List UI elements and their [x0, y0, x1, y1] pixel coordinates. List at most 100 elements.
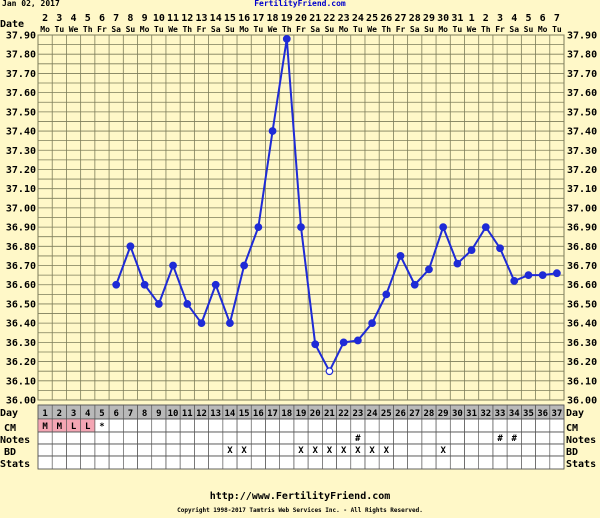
- y-tick-label: 37.60: [6, 88, 36, 99]
- notes-cell-text: #: [512, 434, 518, 444]
- weekday-tick-label: Th: [182, 25, 192, 34]
- day-cell-text: 31: [466, 409, 477, 419]
- weekday-tick-label: Su: [126, 25, 136, 34]
- day-cell-text: 37: [551, 409, 562, 419]
- y-tick-label: 37.70: [6, 69, 36, 80]
- weekday-tick-label: Fr: [396, 25, 406, 34]
- day-cell-text: 2: [57, 409, 62, 419]
- y-tick-label: 37.50: [6, 107, 36, 118]
- temperature-point: [524, 271, 533, 280]
- temperature-point: [297, 223, 305, 232]
- day-cell-text: 13: [210, 409, 221, 419]
- y-tick-label-right: 37.60: [567, 88, 597, 99]
- cm-row-label-right: CM: [566, 423, 578, 434]
- y-tick-label: 36.90: [6, 223, 36, 234]
- y-tick-label-right: 37.10: [567, 184, 597, 195]
- y-tick-label: 37.00: [6, 203, 36, 214]
- temperature-point: [254, 223, 263, 232]
- weekday-tick-label: Th: [282, 25, 292, 34]
- notes-cell-text: #: [355, 434, 361, 444]
- day-cell-text: 19: [296, 409, 307, 419]
- weekday-tick-label: Sa: [211, 25, 221, 34]
- day-cell-text: 5: [99, 409, 104, 419]
- cm-row-background: [37, 418, 565, 433]
- y-tick-label-right: 36.70: [567, 261, 597, 272]
- weekday-tick-label: Su: [524, 25, 534, 34]
- site-title: FertilityFriend.com: [254, 0, 346, 8]
- day-cell-text: 4: [85, 409, 91, 419]
- date-tick-label: 17: [252, 13, 264, 24]
- y-axis-left: 37.90 37.80 37.70 37.60 37.50 37.40 37.30 37.20…: [6, 31, 36, 407]
- temperature-series: [112, 34, 561, 376]
- stats-cell: [549, 455, 565, 470]
- weekday-tick-label: Mo: [40, 25, 50, 34]
- date-tick-label: 23: [338, 13, 350, 24]
- date-tick-label: 24: [352, 13, 364, 24]
- day-cell-text: 16: [253, 409, 264, 419]
- day-cell-text: 32: [480, 409, 491, 419]
- date-tick-label: 2: [483, 13, 489, 24]
- day-cell-text: 36: [537, 409, 548, 419]
- day-cell-text: 20: [310, 409, 321, 419]
- y-tick-label: 36.10: [6, 376, 36, 387]
- date-tick-label: 6: [99, 13, 105, 24]
- date-tick-label: 2: [42, 13, 48, 24]
- weekday-tick-label: Tu: [453, 25, 463, 34]
- bd-cell-text: X: [440, 446, 446, 456]
- date-tick-label: 28: [409, 13, 421, 24]
- temperature-line: [115, 38, 558, 374]
- date-tick-label: 26: [380, 13, 392, 24]
- weekday-tick-label: Fr: [197, 25, 207, 34]
- weekday-tick-label: We: [367, 25, 377, 34]
- date-tick-label: 13: [195, 13, 207, 24]
- cm-cell-text: L: [85, 422, 91, 432]
- y-tick-label: 37.40: [6, 127, 36, 138]
- cm-cell-text: M: [42, 422, 48, 432]
- weekday-tick-label: Tu: [154, 25, 164, 34]
- date-tick-label: 7: [113, 13, 119, 24]
- weekday-tick-label: We: [69, 25, 79, 34]
- stats-row-label-right: Stats: [566, 459, 596, 470]
- y-tick-label-right: 36.90: [567, 223, 597, 234]
- day-cell-text: 9: [156, 409, 161, 419]
- weekday-tick-label: We: [467, 25, 477, 34]
- weekday-tick-label: Mo: [538, 25, 548, 34]
- weekday-tick-label: Th: [83, 25, 93, 34]
- weekday-tick-label: Fr: [97, 25, 107, 34]
- day-cell-text: 3: [71, 409, 76, 419]
- date-tick-label: 31: [451, 13, 463, 24]
- y-axis-right: 37.90 37.80 37.70 37.60 37.50 37.40 37.30 37.20…: [567, 31, 597, 407]
- y-tick-label: 36.80: [6, 242, 36, 253]
- y-tick-label: 36.40: [6, 319, 36, 330]
- date-tick-label: 3: [497, 13, 503, 24]
- y-tick-label-right: 36.80: [567, 242, 597, 253]
- data-rows: 1 2 3 4 5 6 7 8 9 10 11 12 13 14 15 16 17 18 19 20 21 22 23 24 2…: [37, 404, 565, 470]
- date-tick-label: 4: [71, 13, 77, 24]
- bd-cell-text: X: [355, 446, 361, 456]
- date-tick-label: 5: [525, 13, 531, 24]
- chart-date-label: Jan 02, 2017: [2, 0, 60, 8]
- temperature-point: [510, 276, 519, 285]
- day-cell-text: 12: [196, 409, 207, 419]
- date-tick-label: 29: [423, 13, 435, 24]
- y-tick-label-right: 36.00: [567, 396, 597, 407]
- temperature-point-open: [325, 367, 334, 376]
- weekday-tick-label: Tu: [55, 25, 65, 34]
- y-tick-label: 36.60: [6, 280, 36, 291]
- date-tick-label: 21: [309, 13, 321, 24]
- date-tick-label: 5: [85, 13, 91, 24]
- temperature-point: [311, 340, 320, 349]
- day-cell-text: 29: [438, 409, 449, 419]
- day-cell-text: 8: [142, 409, 147, 419]
- temperature-point: [396, 252, 405, 260]
- footer-url: http://www.FertilityFriend.com: [210, 490, 391, 502]
- temperature-point: [268, 127, 277, 135]
- temperature-point: [538, 271, 547, 280]
- temperature-point: [353, 336, 362, 345]
- day-row-label-right: Day: [566, 408, 584, 419]
- weekday-tick-label: Su: [325, 25, 335, 34]
- date-tick-label: 30: [437, 13, 449, 24]
- y-tick-label: 37.80: [6, 50, 36, 61]
- weekday-tick-label: Th: [381, 25, 391, 34]
- y-tick-label: 36.50: [6, 299, 36, 310]
